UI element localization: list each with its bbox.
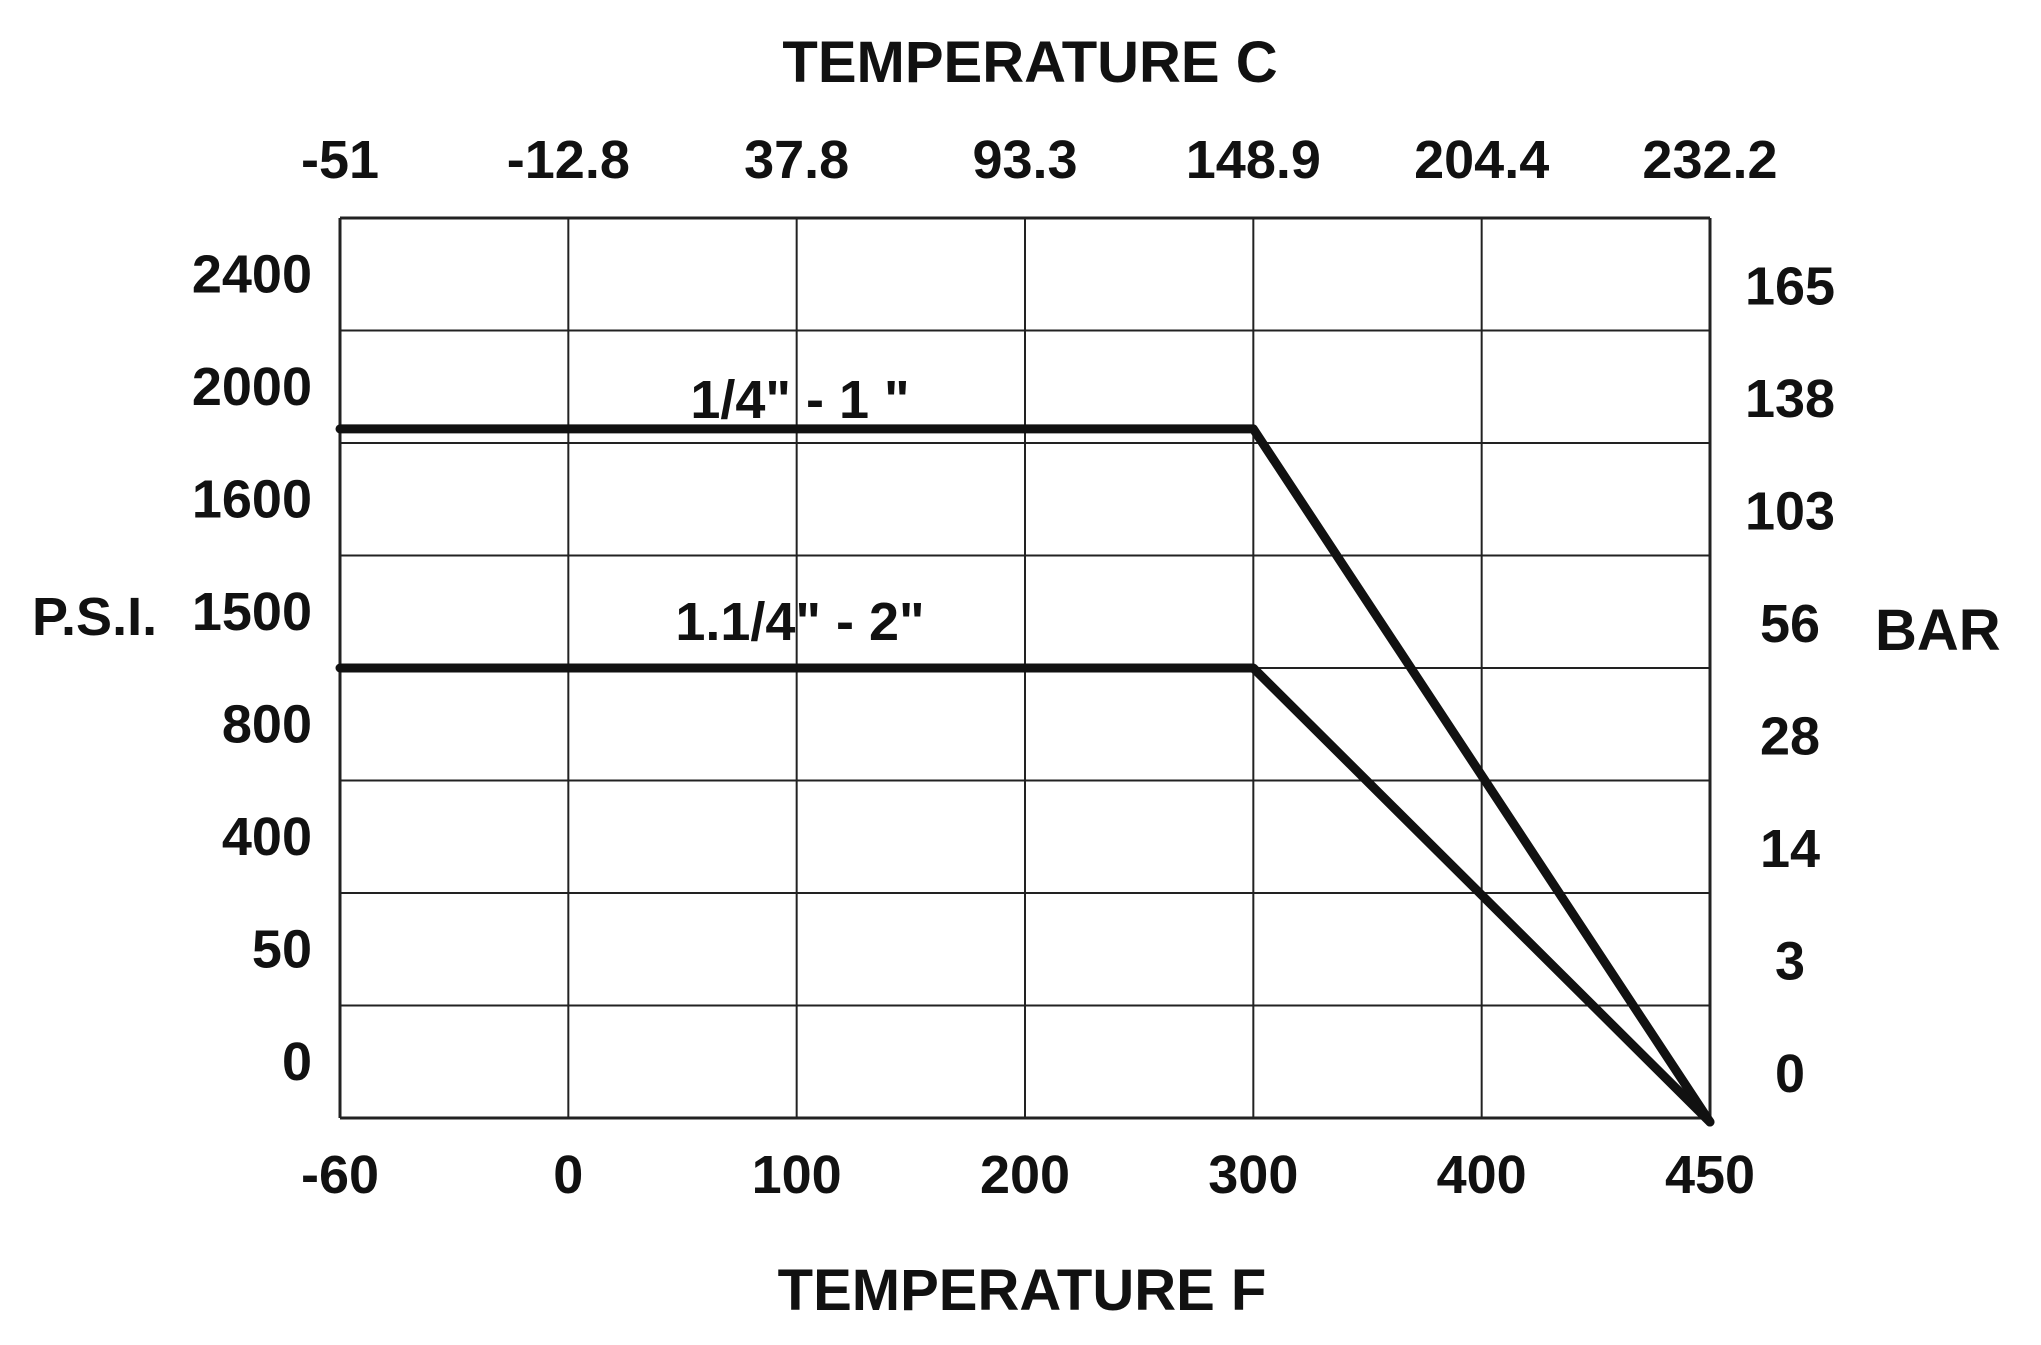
top-axis-title: TEMPERATURE C: [782, 30, 1277, 95]
bottom-tick-label: 300: [1208, 1145, 1298, 1205]
series-label-2: 1.1/4" - 2": [675, 592, 924, 652]
series-line-2: [335, 663, 1715, 1127]
bottom-tick-label: -60: [301, 1145, 379, 1205]
top-tick-label: 204.4: [1414, 130, 1549, 190]
series-label-1: 1/4" - 1 ": [690, 370, 909, 430]
top-tick-label: 37.8: [744, 130, 849, 190]
plot-grid: [338, 216, 1712, 1120]
right-axis-title: BAR: [1875, 598, 2001, 663]
top-tick-label: -12.8: [507, 130, 630, 190]
bottom-tick-label: 100: [752, 1145, 842, 1205]
left-axis-title: P.S.I.: [32, 587, 157, 647]
left-tick-label: 400: [222, 807, 312, 867]
left-tick-label: 2000: [192, 357, 312, 417]
bottom-tick-label: 450: [1665, 1145, 1755, 1205]
right-tick-label: 103: [1745, 481, 1835, 541]
left-tick-label: 50: [252, 919, 312, 979]
left-tick-label: 1600: [192, 469, 312, 529]
top-tick-label: 232.2: [1642, 130, 1777, 190]
left-tick-label: 800: [222, 694, 312, 754]
tick-labels: -60 0 100 200 300 400 450-51 -12.8 37.8 93.3 148.9…: [192, 130, 1835, 1205]
right-tick-label: 28: [1760, 706, 1820, 766]
left-tick-label: 0: [282, 1032, 312, 1092]
left-tick-label: 2400: [192, 244, 312, 304]
right-tick-label: 3: [1775, 931, 1805, 991]
right-tick-label: 14: [1760, 819, 1820, 879]
bottom-tick-label: 0: [553, 1145, 583, 1205]
series-lines: [335, 424, 1715, 1127]
right-tick-label: 165: [1745, 256, 1835, 316]
right-tick-label: 138: [1745, 369, 1835, 429]
series-line-1: [335, 424, 1715, 1127]
bottom-tick-label: 400: [1437, 1145, 1527, 1205]
bottom-axis-title: TEMPERATURE F: [778, 1258, 1267, 1323]
left-tick-label: 1500: [192, 582, 312, 642]
top-tick-label: 148.9: [1186, 130, 1321, 190]
right-tick-label: 56: [1760, 594, 1820, 654]
right-tick-label: 0: [1775, 1044, 1805, 1104]
top-tick-label: -51: [301, 130, 379, 190]
top-tick-label: 93.3: [972, 130, 1077, 190]
bottom-tick-label: 200: [980, 1145, 1070, 1205]
